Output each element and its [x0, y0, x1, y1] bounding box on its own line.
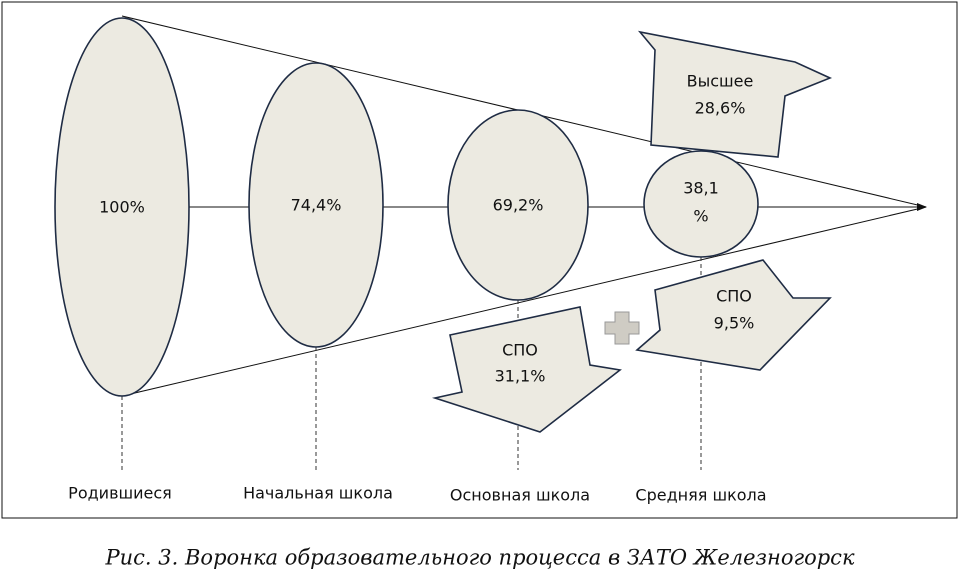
stage-value: 69,2% — [493, 196, 544, 215]
stage-ellipse — [643, 150, 759, 258]
arrow-label: Высшее — [687, 72, 754, 91]
arrow-down — [635, 259, 832, 371]
stage-label: Родившиеся — [68, 484, 172, 503]
arrow-label: СПО — [716, 287, 752, 306]
stage-ellipse — [447, 109, 589, 301]
caption: Рис. 3. Воронка образовательного процесс… — [105, 546, 855, 570]
arrow-label: СПО — [502, 341, 538, 360]
plus — [604, 311, 640, 345]
arrow-down — [431, 306, 622, 433]
arrow-label: 28,6% — [695, 99, 746, 118]
stage-label: Начальная школа — [243, 484, 393, 503]
funnel-bottom — [121, 206, 927, 397]
frame — [1, 1, 958, 519]
stage-ellipse — [54, 17, 190, 397]
dashes — [121, 257, 702, 470]
arrow-label: 9,5% — [714, 314, 755, 333]
stage-value: 38,1 — [683, 179, 719, 198]
stage-label: Средняя школа — [635, 486, 766, 505]
stage-value: % — [693, 207, 708, 226]
arrow-up — [637, 30, 833, 158]
stage-value: 74,4% — [291, 196, 342, 215]
stage-value: 100% — [99, 198, 145, 217]
stage-ellipse — [248, 62, 384, 348]
arrow-label: 31,1% — [495, 367, 546, 386]
stage-label: Основная школа — [450, 486, 590, 505]
